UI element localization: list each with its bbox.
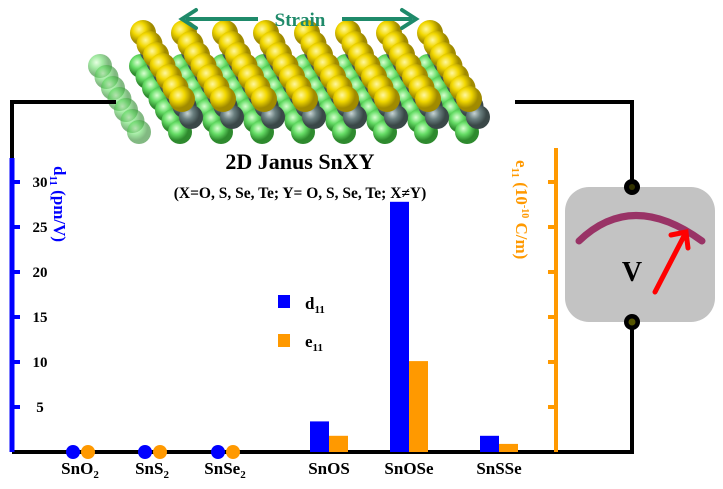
left-tick-label: 30 — [33, 175, 48, 191]
right-axis-label: e11 (10-10 C/m) — [509, 160, 531, 259]
yellow-atom — [374, 86, 400, 112]
zero-marker-e11-SnS2 — [153, 445, 167, 459]
category-label-SnS2: SnS2 — [135, 459, 169, 481]
legend-swatch-e11 — [278, 334, 290, 347]
green-atom — [127, 120, 151, 144]
bar-e11-SnOSe — [409, 361, 428, 452]
yellow-atom — [456, 86, 482, 112]
category-label-SnOSe: SnOSe — [384, 459, 434, 478]
category-label-SnSSe: SnSSe — [476, 459, 522, 478]
left-tick-label: 20 — [33, 265, 48, 281]
zero-marker-d11-SnSe2 — [211, 445, 225, 459]
bar-d11-SnOS — [310, 421, 329, 452]
legend: d11 e11 — [278, 294, 325, 354]
yellow-atom — [210, 86, 236, 112]
voltmeter: V — [565, 179, 715, 330]
yellow-atom — [333, 86, 359, 112]
zero-marker-d11-SnS2 — [138, 445, 152, 459]
bar-e11-SnOS — [329, 435, 348, 452]
strain-label: Strain — [275, 10, 326, 31]
legend-swatch-d11 — [278, 295, 290, 308]
category-label-SnOS: SnOS — [308, 459, 350, 478]
subtitle: (X=O, S, Se, Te; Y= O, S, Se, Te; X≠Y) — [174, 185, 427, 202]
left-tick-label: 25 — [33, 220, 48, 236]
left-tick-label: 5 — [36, 400, 44, 416]
yellow-atom — [251, 86, 277, 112]
yellow-atom — [415, 86, 441, 112]
yellow-atom — [169, 86, 195, 112]
strain-arrow-icon — [178, 8, 420, 30]
zero-marker-e11-SnSe2 — [226, 445, 240, 459]
bar-d11-SnOSe — [390, 201, 409, 452]
zero-marker-e11-SnO2 — [81, 445, 95, 459]
left-tick-label: 10 — [33, 355, 48, 371]
legend-label-e11: e11 — [305, 332, 323, 354]
zero-marker-d11-SnO2 — [66, 445, 80, 459]
needle-arrow-icon — [652, 233, 687, 295]
legend-label-d11: d11 — [305, 294, 325, 316]
title: 2D Janus SnXY — [225, 149, 374, 174]
bar-d11-SnSSe — [480, 435, 499, 452]
left-tick-label: 15 — [33, 310, 48, 326]
category-label-SnSe2: SnSe2 — [204, 459, 246, 481]
voltmeter-label: V — [622, 257, 642, 288]
left-axis-label: d11 (pm/V) — [47, 166, 69, 242]
bar-e11-SnSSe — [499, 443, 518, 452]
category-label-SnO2: SnO2 — [61, 459, 99, 481]
janus-snxy-structure — [88, 20, 490, 144]
yellow-atom — [292, 86, 318, 112]
